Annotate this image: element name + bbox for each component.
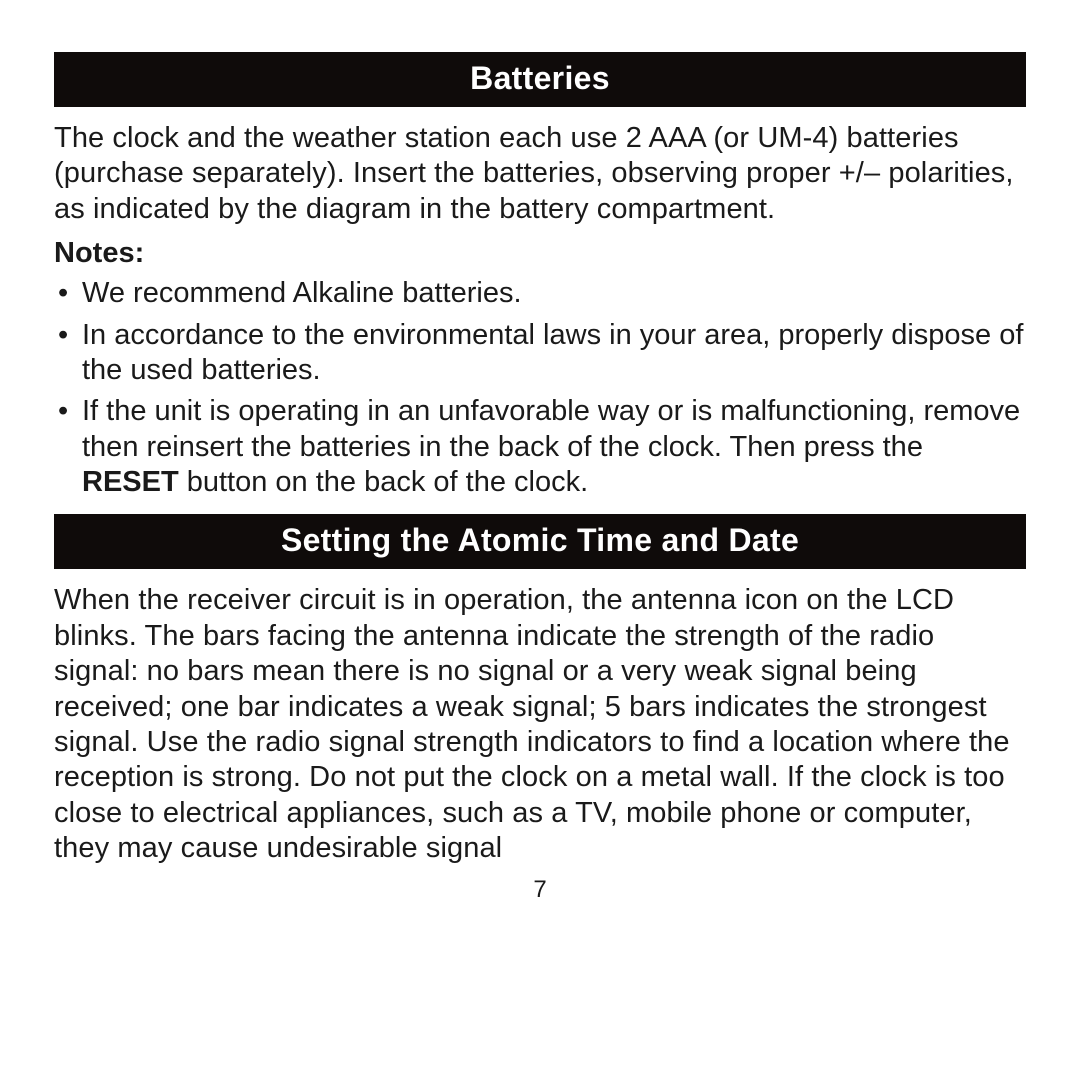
notes-list: We recommend Alkaline batteries. In acco… (54, 276, 1026, 500)
page-number: 7 (54, 876, 1026, 904)
section-header-batteries: Batteries (54, 52, 1026, 107)
list-item: In accordance to the environmental laws … (54, 318, 1026, 389)
list-item: We recommend Alkaline batteries. (54, 276, 1026, 311)
atomic-time-paragraph: When the receiver circuit is in operatio… (54, 583, 1026, 866)
reset-bold: RESET (82, 466, 179, 498)
batteries-intro-paragraph: The clock and the weather station each u… (54, 121, 1026, 227)
notes-label: Notes: (54, 237, 1026, 270)
note-text-post: button on the back of the clock. (179, 466, 588, 498)
section-header-atomic-time: Setting the Atomic Time and Date (54, 514, 1026, 569)
note-text-pre: If the unit is operating in an unfavorab… (82, 395, 1020, 462)
list-item: If the unit is operating in an unfavorab… (54, 394, 1026, 500)
